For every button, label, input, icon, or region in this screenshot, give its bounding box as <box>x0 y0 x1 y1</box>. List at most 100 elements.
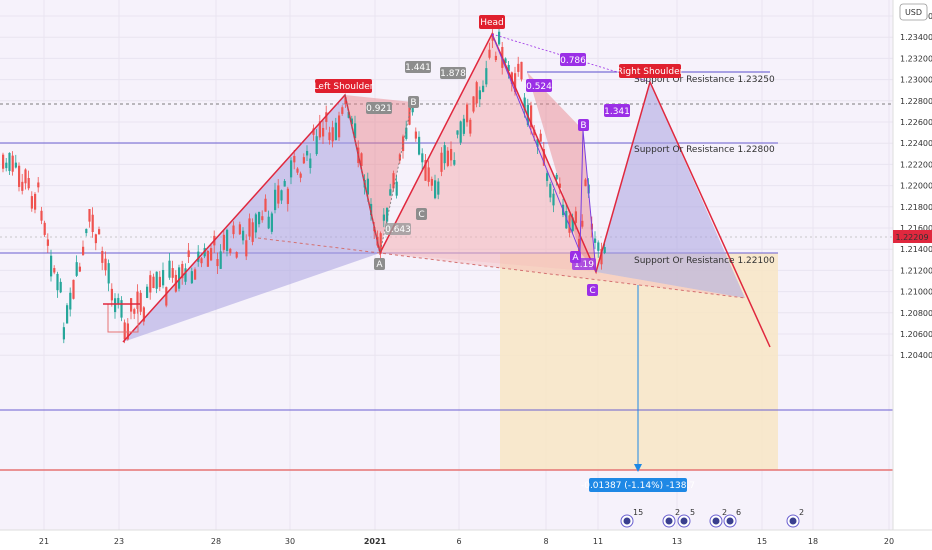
candle-body <box>130 298 133 312</box>
left-shoulder-label[interactable]: Left Shoulder <box>314 79 374 93</box>
candle-body <box>302 157 305 164</box>
price-axis[interactable] <box>893 0 932 530</box>
candle-body <box>242 230 245 241</box>
event-flag-icon[interactable]: 2 <box>709 508 727 528</box>
candle-body <box>456 130 459 135</box>
candle-body <box>264 198 267 212</box>
svg-text:C: C <box>589 286 595 296</box>
event-flag-icon[interactable]: 5 <box>677 508 695 528</box>
point-b2[interactable]: B <box>578 119 589 131</box>
candle-body <box>222 234 225 250</box>
point-c1[interactable]: C <box>416 208 427 220</box>
candle-body <box>123 322 126 340</box>
harmonic-fill-1 <box>345 95 412 253</box>
event-flag-icon[interactable]: 2 <box>662 508 680 528</box>
candle-body <box>197 251 200 262</box>
candle-body <box>366 178 369 195</box>
time-tick: 13 <box>672 537 682 546</box>
ratio-0786[interactable]: 0.786 <box>560 53 586 66</box>
candle-body <box>149 275 152 293</box>
candle-body <box>443 145 446 164</box>
neckline[interactable] <box>257 237 746 299</box>
candle-body <box>286 188 289 204</box>
candle-body <box>309 158 312 168</box>
point-a2[interactable]: A <box>570 251 581 263</box>
ratio-0921-text: 0.921 <box>366 104 392 114</box>
time-axis-labels: 21 23 28 30 2021 6 8 11 13 15 18 20 <box>39 537 894 546</box>
pattern-fill-right <box>596 82 745 298</box>
candle-body <box>152 276 155 289</box>
candle-body <box>165 287 168 306</box>
ratio-1878[interactable]: 1.878 <box>440 67 466 79</box>
candle-body <box>597 242 600 251</box>
candle-body <box>232 225 235 235</box>
price-tick: 1.20800 <box>900 309 932 318</box>
candle-body <box>178 267 181 289</box>
event-flag-icon[interactable]: 2 <box>786 508 804 528</box>
candle-body <box>24 169 27 184</box>
candle-body <box>395 181 398 196</box>
price-tick: 1.22400 <box>900 139 932 148</box>
candle-body <box>155 271 158 289</box>
time-axis[interactable] <box>0 530 932 550</box>
candle-body <box>210 248 213 261</box>
time-tick: 15 <box>757 537 767 546</box>
svg-text:B: B <box>580 121 586 131</box>
price-tick: 1.21200 <box>900 266 932 275</box>
pattern-fill-head <box>380 34 596 272</box>
candle-body <box>485 68 488 85</box>
candle-body <box>581 220 584 227</box>
ratio-0921[interactable]: 0.921 <box>366 102 392 114</box>
candle-body <box>536 139 539 147</box>
candle-body <box>110 288 113 301</box>
point-c2[interactable]: C <box>587 284 598 296</box>
candle-body <box>219 251 222 269</box>
candle-body <box>290 160 293 178</box>
candle-body <box>414 131 417 139</box>
candle-body <box>478 90 481 100</box>
candle-body <box>8 152 11 171</box>
candle-body <box>277 185 280 204</box>
currency-label[interactable]: USD <box>899 3 928 21</box>
point-b1[interactable]: B <box>408 96 419 108</box>
measure-label[interactable]: -0.01387 (-1.14%) -138.7 <box>581 478 695 492</box>
candle-body <box>379 233 382 254</box>
candle-body <box>27 178 30 189</box>
price-tick: 1.21000 <box>900 288 932 297</box>
candle-body <box>30 196 33 209</box>
candle-body <box>488 49 491 58</box>
head-label[interactable]: Head <box>479 15 505 29</box>
candle-body <box>408 103 411 125</box>
point-a1[interactable]: A <box>374 258 385 270</box>
candle-body <box>136 291 139 309</box>
time-tick: 23 <box>114 537 124 546</box>
candle-body <box>245 240 248 257</box>
candle-body <box>104 258 107 271</box>
time-tick: 11 <box>593 537 603 546</box>
candle-body <box>418 136 421 155</box>
candle-body <box>98 229 101 235</box>
ratio-1441[interactable]: 1.441 <box>405 61 431 73</box>
right-shoulder-label[interactable]: Right Shoulder <box>617 64 684 78</box>
event-flag-icon[interactable]: 15 <box>620 508 643 528</box>
candle-body <box>72 279 75 299</box>
candle-body <box>507 64 510 72</box>
svg-text:Right Shoulder: Right Shoulder <box>617 67 684 77</box>
ratio-0524[interactable]: 0.524 <box>526 79 552 92</box>
harmonic-lines-2[interactable] <box>491 33 597 273</box>
ratio-1341[interactable]: 1.341 <box>604 104 630 117</box>
ratio-0643[interactable]: 0.643 <box>385 223 411 235</box>
candle-body <box>578 238 581 258</box>
harmonic-lines-1[interactable] <box>344 94 413 254</box>
candle-body <box>312 128 315 135</box>
svg-text:Head: Head <box>480 18 504 28</box>
candle-body <box>168 260 171 278</box>
candle-body <box>101 250 104 263</box>
candle-body <box>558 183 561 188</box>
candle-body <box>322 127 325 137</box>
economic-events[interactable]: 15 2 5 2 6 2 <box>620 508 804 528</box>
event-flag-icon[interactable]: 6 <box>723 508 741 528</box>
candle-body <box>424 160 427 181</box>
svg-text:C: C <box>418 210 424 220</box>
